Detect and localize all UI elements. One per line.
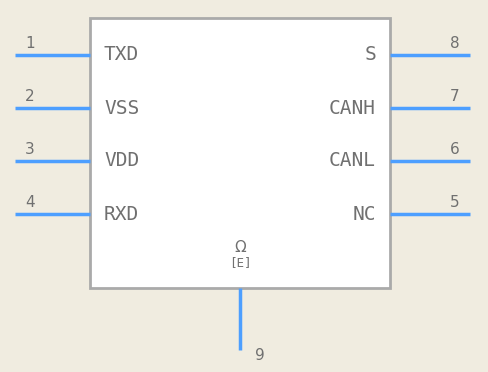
Text: VSS: VSS — [104, 99, 139, 118]
Bar — [90, 18, 390, 288]
Text: 4: 4 — [25, 195, 35, 210]
Text: NC: NC — [352, 205, 376, 224]
Text: 5: 5 — [450, 195, 460, 210]
Text: CANH: CANH — [329, 99, 376, 118]
Text: [E]: [E] — [229, 257, 251, 269]
Text: RXD: RXD — [104, 205, 139, 224]
Text: TXD: TXD — [104, 45, 139, 64]
Text: 3: 3 — [25, 142, 35, 157]
Text: VDD: VDD — [104, 151, 139, 170]
Text: 6: 6 — [450, 142, 460, 157]
Text: CANL: CANL — [329, 151, 376, 170]
Text: 2: 2 — [25, 89, 35, 104]
Text: 1: 1 — [25, 36, 35, 51]
Text: S: S — [364, 45, 376, 64]
Text: 7: 7 — [450, 89, 460, 104]
Text: 9: 9 — [255, 348, 265, 363]
Text: 8: 8 — [450, 36, 460, 51]
Text: Ω: Ω — [234, 241, 246, 256]
